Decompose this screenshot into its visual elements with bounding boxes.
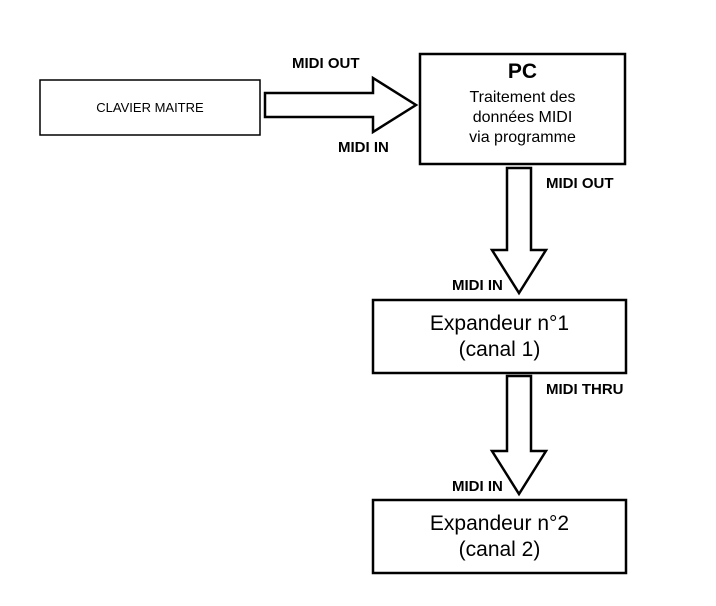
arrow-exp1-to-exp2 bbox=[492, 376, 546, 494]
pc-sub2: données MIDI bbox=[473, 109, 573, 126]
node-exp1: Expandeur n°1 (canal 1) bbox=[373, 300, 626, 373]
exp1-line1: Expandeur n°1 bbox=[430, 312, 569, 335]
node-exp2: Expandeur n°2 (canal 2) bbox=[373, 500, 626, 573]
label-midi-out-2: MIDI OUT bbox=[546, 175, 614, 192]
box-exp2-rect bbox=[373, 500, 626, 573]
pc-title: PC bbox=[508, 60, 537, 83]
label-midi-in-2: MIDI IN bbox=[452, 277, 503, 294]
node-pc: PC Traitement des données MIDI via progr… bbox=[420, 54, 625, 164]
pc-sub3: via programme bbox=[469, 129, 576, 146]
clavier-label: CLAVIER MAITRE bbox=[96, 100, 204, 115]
exp2-line2: (canal 2) bbox=[459, 538, 541, 561]
pc-sub1: Traitement des bbox=[469, 89, 575, 106]
box-exp1-rect bbox=[373, 300, 626, 373]
label-midi-in-3: MIDI IN bbox=[452, 478, 503, 495]
label-midi-thru: MIDI THRU bbox=[546, 381, 624, 398]
label-midi-in-1: MIDI IN bbox=[338, 139, 389, 156]
label-midi-out-1: MIDI OUT bbox=[292, 55, 360, 72]
arrow-pc-to-exp1 bbox=[492, 168, 546, 293]
exp2-line1: Expandeur n°2 bbox=[430, 512, 569, 535]
arrow-clavier-to-pc bbox=[265, 78, 416, 132]
node-clavier: CLAVIER MAITRE bbox=[40, 80, 260, 135]
exp1-line2: (canal 1) bbox=[459, 338, 541, 361]
